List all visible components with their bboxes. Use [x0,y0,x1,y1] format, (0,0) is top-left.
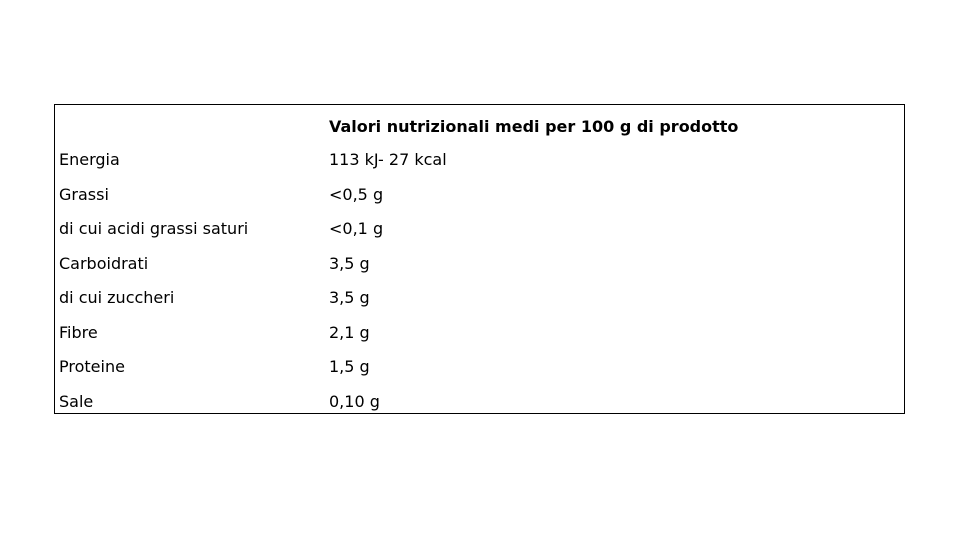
nutrient-value: 3,5 g [329,288,370,307]
nutrient-value: 0,10 g [329,391,380,411]
nutrient-name: Sale [59,391,94,411]
nutrient-value: <0,1 g [329,219,384,238]
nutrient-value: 3,5 g [329,253,370,273]
nutrient-name: di cui acidi grassi saturi [59,219,249,238]
header-title: Valori nutrizionali medi per 100 g di pr… [329,117,739,136]
nutrient-name: Carboidrati [59,253,149,273]
nutrient-value: 1,5 g [329,357,370,376]
nutrient-value: <0,5 g [329,184,384,204]
nutrient-name: Proteine [59,357,125,376]
nutrient-name: Grassi [59,184,109,204]
nutrient-name: Fibre [59,322,98,342]
nutrient-value: 113 kJ- 27 kcal [329,150,447,169]
nutrient-name: Energia [59,150,120,169]
nutrient-name: di cui zuccheri [59,288,175,307]
nutrient-value: 2,1 g [329,322,370,342]
nutrition-table: Valori nutrizionali medi per 100 g di pr… [54,104,905,414]
